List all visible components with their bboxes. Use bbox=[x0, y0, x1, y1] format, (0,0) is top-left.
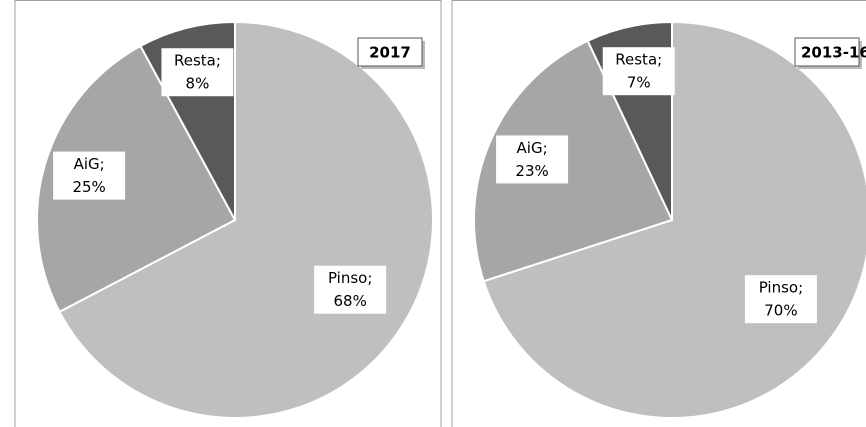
data-label: AiG; 23% bbox=[496, 135, 569, 184]
data-label-name: Resta; bbox=[615, 51, 662, 69]
data-label-box bbox=[744, 275, 817, 324]
title-box bbox=[794, 37, 860, 67]
data-label-name: Resta; bbox=[174, 52, 221, 70]
data-label-name: Pinso; bbox=[759, 279, 803, 297]
data-label: AiG; 25% bbox=[53, 151, 126, 200]
data-label-value: 8% bbox=[186, 75, 210, 93]
data-label-value: 68% bbox=[334, 292, 367, 310]
data-label-value: 70% bbox=[764, 302, 797, 320]
data-label-value: 7% bbox=[627, 74, 651, 92]
data-label-value: 25% bbox=[72, 178, 105, 196]
data-label-box bbox=[53, 151, 126, 200]
chart-frame bbox=[451, 0, 866, 427]
data-label: Pinso; 68% bbox=[314, 265, 387, 314]
data-label: Resta; 8% bbox=[161, 48, 234, 97]
data-label: Pinso; 70% bbox=[744, 275, 817, 324]
data-label-name: Pinso; bbox=[328, 269, 372, 287]
chart-frame bbox=[14, 0, 442, 427]
chart-title: 2017 bbox=[369, 44, 411, 62]
data-label-name: AiG; bbox=[74, 155, 105, 173]
pie-slice bbox=[36, 44, 237, 314]
pie-slice bbox=[58, 20, 434, 419]
data-label: Resta; 7% bbox=[602, 47, 675, 96]
title-box bbox=[357, 37, 423, 67]
data-label-box bbox=[602, 47, 675, 96]
data-label-box bbox=[161, 48, 234, 97]
pie-slice bbox=[473, 39, 674, 283]
data-label-value: 23% bbox=[515, 162, 548, 180]
data-label-box bbox=[496, 135, 569, 184]
data-label-box bbox=[314, 265, 387, 314]
chart-title: 2013-16 bbox=[801, 44, 866, 62]
data-label-name: AiG; bbox=[517, 139, 548, 157]
